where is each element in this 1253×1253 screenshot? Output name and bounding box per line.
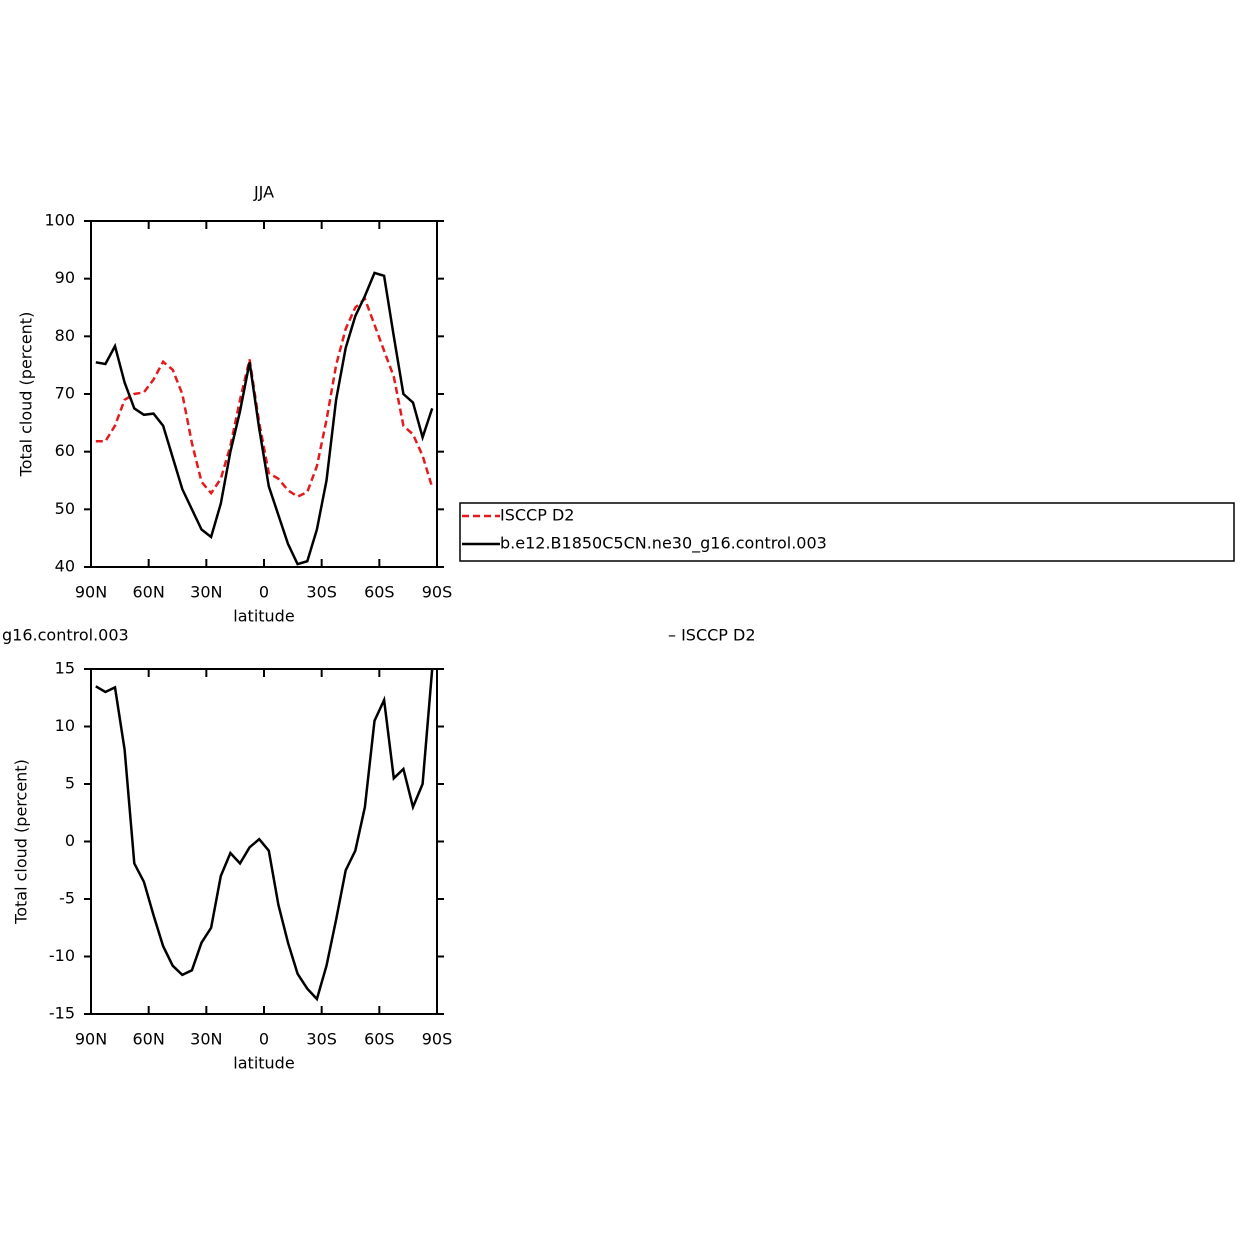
legend-label: ISCCP D2 [500,506,574,525]
data-line [95,271,434,566]
x-tick-label: 30S [306,1030,337,1049]
legend-box [459,502,1235,562]
y-axis-label: Total cloud (percent) [17,312,36,478]
x-tick-label: 30N [190,1030,222,1049]
x-tick-label: 0 [259,1030,269,1049]
x-tick-label: 90N [75,583,107,602]
y-tick-label: 60 [55,441,75,460]
x-tick-label: 60N [133,1030,165,1049]
y-tick-label: -15 [49,1004,75,1023]
x-tick-label: 90S [422,1030,453,1049]
x-tick-label: 90S [422,583,453,602]
x-axis-label: latitude [233,607,294,626]
y-tick-label: 10 [55,716,75,735]
chart-title: g16.control.003 [2,626,129,645]
x-axis-label: latitude [233,1054,294,1073]
x-tick-label: 60S [364,583,395,602]
x-tick-label: 0 [259,583,269,602]
chart-title: – ISCCP D2 [668,626,756,645]
y-tick-label: 40 [55,557,75,576]
y-tick-label: 0 [65,831,75,850]
data-line [95,296,434,499]
chart-title: JJA [253,183,274,202]
y-tick-label: 50 [55,499,75,518]
y-tick-label: 90 [55,268,75,287]
x-tick-label: 30S [306,583,337,602]
y-tick-label: 70 [55,384,75,403]
y-tick-label: 15 [55,659,75,678]
x-tick-label: 30N [190,583,222,602]
y-tick-label: 80 [55,326,75,345]
x-tick-label: 60S [364,1030,395,1049]
x-tick-label: 60N [133,583,165,602]
x-tick-label: 90N [75,1030,107,1049]
plot-frame [90,220,438,568]
plot-frame [90,668,438,1015]
legend-label: b.e12.B1850C5CN.ne30_g16.control.003 [500,534,827,554]
y-tick-label: -5 [59,889,75,908]
data-line [95,668,434,1002]
y-tick-label: 100 [44,211,75,230]
y-tick-label: -10 [49,946,75,965]
y-tick-label: 5 [65,774,75,793]
y-axis-label: Total cloud (percent) [12,759,31,925]
